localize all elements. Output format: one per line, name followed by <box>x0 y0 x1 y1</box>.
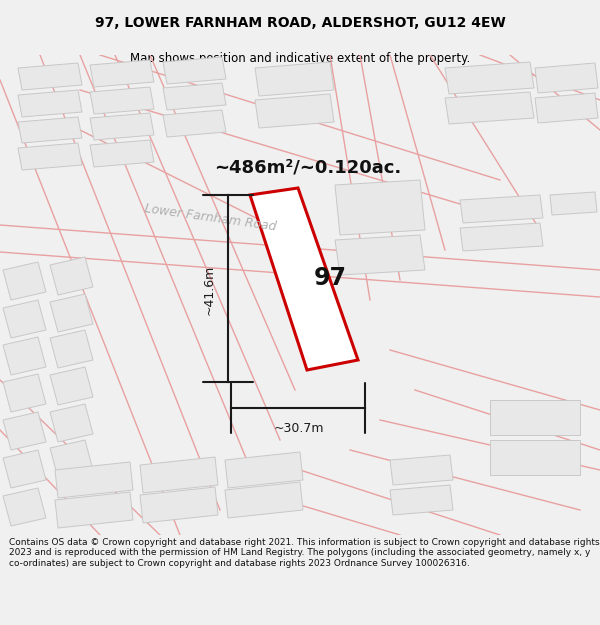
Polygon shape <box>163 57 226 84</box>
Polygon shape <box>250 188 358 370</box>
Polygon shape <box>490 400 580 435</box>
Polygon shape <box>55 462 133 498</box>
Polygon shape <box>90 60 154 87</box>
Text: 97: 97 <box>314 266 347 290</box>
Polygon shape <box>50 330 93 368</box>
Polygon shape <box>3 488 46 526</box>
Polygon shape <box>50 367 93 405</box>
Text: 97, LOWER FARNHAM ROAD, ALDERSHOT, GU12 4EW: 97, LOWER FARNHAM ROAD, ALDERSHOT, GU12 … <box>95 16 505 30</box>
Polygon shape <box>90 87 154 114</box>
Polygon shape <box>3 300 46 338</box>
Polygon shape <box>445 92 534 124</box>
Polygon shape <box>90 113 154 140</box>
Polygon shape <box>50 294 93 332</box>
Text: Contains OS data © Crown copyright and database right 2021. This information is : Contains OS data © Crown copyright and d… <box>9 538 599 568</box>
Polygon shape <box>225 452 303 488</box>
Text: ~41.6m: ~41.6m <box>203 265 215 315</box>
Text: Lower Farnham Road: Lower Farnham Road <box>143 202 277 234</box>
Polygon shape <box>18 143 82 170</box>
Polygon shape <box>140 487 218 523</box>
Polygon shape <box>163 110 226 137</box>
Polygon shape <box>335 235 425 275</box>
Polygon shape <box>90 140 154 167</box>
Polygon shape <box>50 257 93 295</box>
Polygon shape <box>3 337 46 375</box>
Polygon shape <box>225 482 303 518</box>
Polygon shape <box>50 404 93 442</box>
Polygon shape <box>490 440 580 475</box>
Polygon shape <box>335 180 425 235</box>
Polygon shape <box>535 93 598 123</box>
Polygon shape <box>3 412 46 450</box>
Polygon shape <box>18 117 82 143</box>
Polygon shape <box>550 192 597 215</box>
Polygon shape <box>18 90 82 117</box>
Text: ~486m²/~0.120ac.: ~486m²/~0.120ac. <box>214 159 401 177</box>
Polygon shape <box>390 485 453 515</box>
Polygon shape <box>18 63 82 90</box>
Polygon shape <box>255 94 334 128</box>
Text: ~30.7m: ~30.7m <box>274 421 324 434</box>
Polygon shape <box>55 492 133 528</box>
Text: Map shows position and indicative extent of the property.: Map shows position and indicative extent… <box>130 52 470 64</box>
Polygon shape <box>3 262 46 300</box>
Polygon shape <box>163 83 226 110</box>
Polygon shape <box>460 223 543 251</box>
Polygon shape <box>445 62 534 94</box>
Polygon shape <box>3 374 46 412</box>
Polygon shape <box>390 455 453 485</box>
Polygon shape <box>140 457 218 493</box>
Polygon shape <box>535 63 598 93</box>
Polygon shape <box>255 62 334 96</box>
Polygon shape <box>50 440 93 478</box>
Polygon shape <box>3 450 46 488</box>
Polygon shape <box>460 195 543 223</box>
